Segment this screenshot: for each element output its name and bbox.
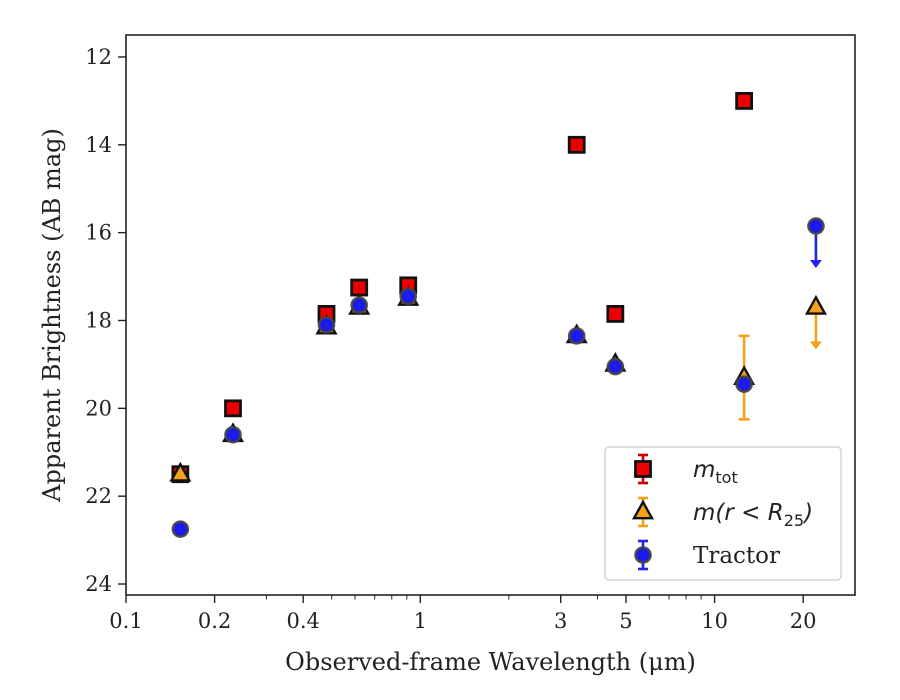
y-tick-label: 18 — [85, 308, 112, 332]
legend-box — [604, 446, 842, 581]
x-tick-label: 1 — [414, 609, 427, 633]
upper-limit-arrowhead — [809, 260, 822, 269]
legend-marker-circle — [634, 546, 652, 564]
y-axis-title: Apparent Brightness (AB mag) — [38, 128, 66, 503]
x-tick-label: 5 — [619, 609, 632, 633]
legend-label-triangle: m(r < R25) — [693, 500, 813, 530]
y-tick-label: 16 — [85, 221, 112, 245]
x-axis-title: Observed-frame Wavelength (μm) — [285, 648, 696, 676]
x-tick-label: 0.2 — [198, 609, 231, 633]
x-tick-label: 20 — [790, 609, 817, 633]
x-tick-label: 10 — [701, 609, 728, 633]
legend-label-square: mtot — [693, 457, 738, 487]
x-tick-label: 0.1 — [109, 609, 142, 633]
x-tick-label: 0.4 — [286, 609, 319, 633]
series-circle — [171, 217, 825, 538]
x-tick-label: 3 — [554, 609, 567, 633]
legend-marker-triangle — [631, 499, 655, 520]
plot-frame — [125, 34, 856, 596]
legend-marker-square — [634, 460, 652, 478]
y-tick-label: 24 — [85, 572, 112, 596]
upper-limit-arrowhead — [809, 341, 822, 350]
y-tick-label: 20 — [85, 396, 112, 420]
legend-label-circle: Tractor — [693, 543, 780, 569]
y-tick-label: 14 — [85, 133, 112, 157]
series-square — [171, 91, 754, 484]
y-tick-label: 12 — [85, 45, 112, 69]
legend: mtot m(r < R25) Tractor — [604, 446, 842, 581]
y-tick-label: 22 — [85, 484, 112, 508]
